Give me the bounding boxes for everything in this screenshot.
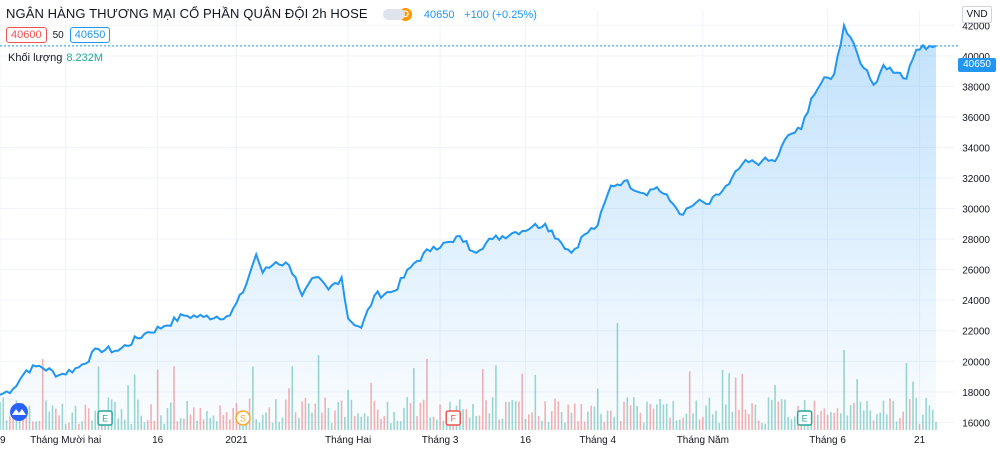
currency-badge[interactable]: VND: [962, 6, 992, 23]
tradingview-logo-icon[interactable]: [8, 403, 30, 421]
price-line: [0, 21, 937, 396]
price-area-fill: [0, 25, 936, 431]
y-tick-label: 30000: [962, 205, 990, 216]
volume-value: 8.232M: [66, 52, 104, 64]
x-tick-label: Tháng 6: [809, 435, 846, 446]
earnings-marker-icon[interactable]: E: [796, 410, 813, 426]
x-tick-label: 16: [520, 435, 532, 446]
y-tick-label: 26000: [962, 266, 990, 277]
event-marker-label: E: [802, 414, 808, 424]
symbol-title[interactable]: NGÂN HÀNG THƯƠNG MẠI CỔ PHẦN QUÂN ĐỘI 2h…: [6, 6, 368, 21]
earnings-marker-icon[interactable]: E: [97, 410, 113, 426]
x-tick-label: Tháng Hai: [325, 435, 371, 446]
y-tick-label: 28000: [962, 235, 990, 246]
y-tick-label: 34000: [962, 143, 990, 154]
volume-legend: Khối lượng 8.232M: [8, 52, 103, 64]
x-tick-label: 9: [0, 435, 6, 446]
x-tick-label: Tháng Mười hai: [30, 435, 101, 446]
y-tick-label: 36000: [962, 113, 990, 124]
y-tick-label: 20000: [962, 357, 990, 368]
x-tick-label: Tháng 4: [579, 435, 616, 446]
event-marker-label: F: [450, 414, 456, 424]
y-tick-label: 38000: [962, 82, 990, 93]
x-tick-label: Tháng Năm: [677, 435, 729, 446]
x-tick-label: 21: [914, 435, 926, 446]
dividend-marker-icon[interactable]: S: [235, 410, 251, 426]
bid-price[interactable]: 40600: [6, 27, 47, 43]
y-tick-label: 16000: [962, 418, 990, 429]
ask-price[interactable]: 40650: [69, 27, 111, 43]
volume-label: Khối lượng: [8, 52, 63, 64]
y-tick-label: 22000: [962, 327, 990, 338]
status-toggle[interactable]: [383, 9, 406, 21]
last-price-tag: 40650: [958, 58, 996, 72]
y-tick-label: 18000: [962, 388, 990, 399]
x-tick-label: Tháng 3: [422, 435, 459, 446]
event-marker-label: S: [240, 414, 246, 424]
bid-ask-box: 40600 50 40650: [6, 27, 111, 43]
y-tick-label: 32000: [962, 174, 990, 185]
event-marker-label: E: [102, 414, 108, 424]
spread-value: 50: [52, 30, 64, 41]
price-change: +100 (+0.25%): [464, 9, 537, 21]
legend: NGÂN HÀNG THƯƠNG MẠI CỔ PHẦN QUÂN ĐỘI 2h…: [6, 6, 537, 22]
earnings-marker-icon[interactable]: F: [445, 410, 461, 426]
last-price: 40650: [423, 9, 455, 21]
time-axis[interactable]: 9 Tháng Mười hai 16 2021 Tháng Hai Tháng 3 16 T…: [0, 435, 926, 446]
x-tick-label: 16: [152, 435, 164, 446]
y-tick-label: 40000: [962, 52, 990, 63]
y-tick-label: 24000: [962, 296, 990, 307]
x-tick-label: 2021: [225, 435, 248, 446]
y-tick-label: 42000: [962, 21, 990, 32]
price-axis[interactable]: 16000 18000 20000 22000 24000 26000 28000 30000…: [962, 21, 990, 429]
